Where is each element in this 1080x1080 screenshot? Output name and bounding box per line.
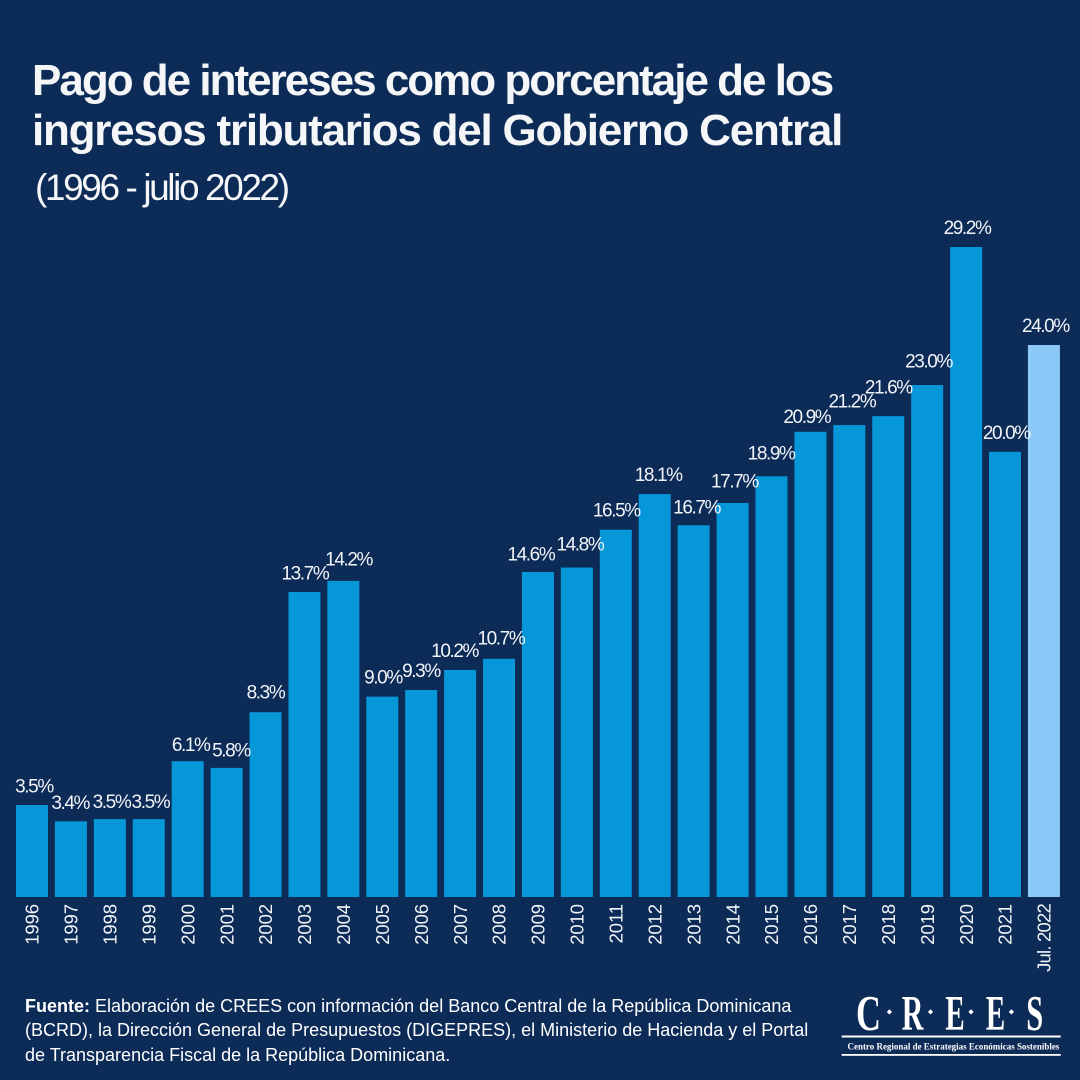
svg-text:E: E xyxy=(945,985,964,1040)
svg-text:C: C xyxy=(856,986,881,1041)
svg-text:2017: 2017 xyxy=(839,904,860,945)
svg-text:2002: 2002 xyxy=(255,904,276,945)
svg-text:2014: 2014 xyxy=(722,904,743,945)
svg-text:20.9%: 20.9% xyxy=(783,407,831,428)
svg-text:2020: 2020 xyxy=(956,904,977,945)
svg-text:21.6%: 21.6% xyxy=(865,377,913,398)
svg-text:E: E xyxy=(986,985,1005,1040)
svg-text:24.0%: 24.0% xyxy=(1022,316,1070,337)
svg-text:6.1%: 6.1% xyxy=(172,735,211,756)
svg-text:S: S xyxy=(1026,985,1043,1041)
svg-text:2003: 2003 xyxy=(294,904,315,945)
svg-text:14.6%: 14.6% xyxy=(507,545,555,566)
svg-text:14.2%: 14.2% xyxy=(325,550,373,571)
svg-text:2007: 2007 xyxy=(450,904,471,945)
svg-text:3.5%: 3.5% xyxy=(93,792,132,813)
svg-text:2013: 2013 xyxy=(683,904,704,945)
svg-text:Centro Regional de Estrategias: Centro Regional de Estrategias Económica… xyxy=(848,1042,1060,1052)
svg-text:10.7%: 10.7% xyxy=(477,628,525,649)
svg-text:20.0%: 20.0% xyxy=(983,423,1031,444)
svg-text:2021: 2021 xyxy=(995,904,1016,945)
svg-text:5.8%: 5.8% xyxy=(212,741,251,762)
svg-text:1998: 1998 xyxy=(100,904,121,945)
svg-text:2016: 2016 xyxy=(800,904,821,945)
svg-text:2000: 2000 xyxy=(177,904,198,945)
svg-text:Jul. 2022: Jul. 2022 xyxy=(1034,903,1055,971)
svg-text:29.2%: 29.2% xyxy=(944,218,992,239)
svg-text:3.5%: 3.5% xyxy=(132,792,171,813)
svg-text:3.5%: 3.5% xyxy=(15,777,54,798)
svg-text:2012: 2012 xyxy=(644,904,665,945)
svg-text:2015: 2015 xyxy=(761,904,782,945)
svg-text:2008: 2008 xyxy=(489,904,510,945)
svg-text:2006: 2006 xyxy=(411,904,432,945)
svg-text:1999: 1999 xyxy=(138,904,159,945)
svg-text:2010: 2010 xyxy=(567,904,588,945)
svg-text:2004: 2004 xyxy=(333,904,354,945)
svg-text:16.5%: 16.5% xyxy=(593,501,641,522)
svg-text:1997: 1997 xyxy=(61,904,82,945)
svg-text:2009: 2009 xyxy=(528,904,549,945)
svg-text:2019: 2019 xyxy=(917,904,938,945)
svg-text:10.2%: 10.2% xyxy=(431,641,479,662)
svg-text:21.2%: 21.2% xyxy=(828,392,876,413)
svg-text:9.3%: 9.3% xyxy=(402,661,441,682)
svg-text:R: R xyxy=(902,985,925,1041)
svg-text:18.9%: 18.9% xyxy=(748,444,796,465)
svg-text:14.8%: 14.8% xyxy=(556,535,604,556)
svg-text:2001: 2001 xyxy=(216,904,237,945)
svg-text:8.3%: 8.3% xyxy=(247,683,286,704)
svg-text:16.7%: 16.7% xyxy=(673,497,721,518)
svg-text:13.7%: 13.7% xyxy=(281,563,329,584)
svg-text:3.4%: 3.4% xyxy=(51,793,90,814)
svg-text:17.7%: 17.7% xyxy=(711,472,759,493)
svg-text:2018: 2018 xyxy=(878,904,899,945)
svg-text:1996: 1996 xyxy=(22,904,43,945)
svg-text:18.1%: 18.1% xyxy=(635,465,683,486)
svg-text:2005: 2005 xyxy=(372,904,393,945)
svg-text:23.0%: 23.0% xyxy=(905,352,953,373)
svg-text:9.0%: 9.0% xyxy=(364,668,403,689)
svg-text:2011: 2011 xyxy=(606,904,627,943)
